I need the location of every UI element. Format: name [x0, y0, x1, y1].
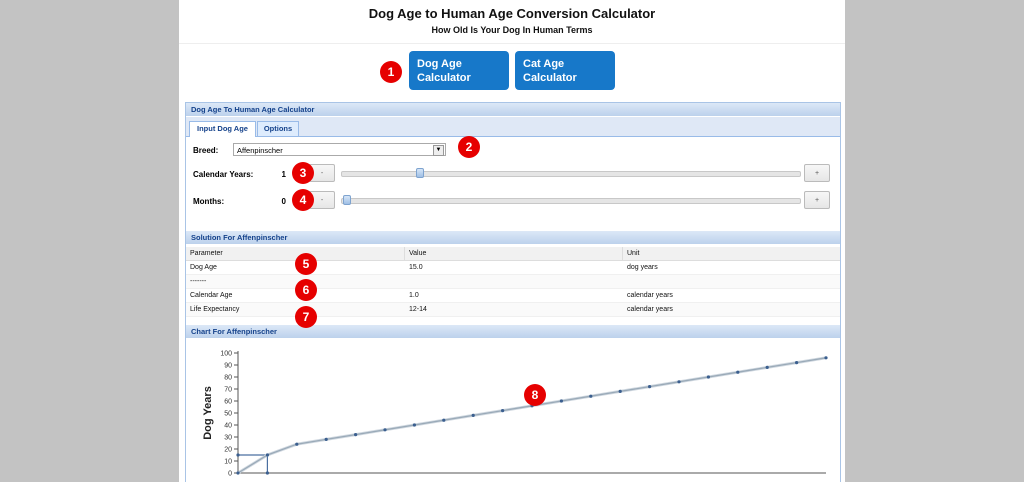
- data-point: [236, 471, 240, 475]
- data-point: [295, 442, 299, 446]
- cell-parameter: Life Expectancy: [190, 306, 240, 313]
- series-line-shadow: [237, 356, 827, 475]
- column-header-unit: Unit: [627, 250, 640, 257]
- solution-panel-header: Solution For Affenpinscher: [186, 231, 840, 244]
- cell-unit: dog years: [627, 264, 658, 271]
- breed-select-value: Affenpinscher: [237, 146, 283, 155]
- data-point: [471, 413, 475, 417]
- tab-options[interactable]: Options: [257, 121, 299, 136]
- table-row: Life Expectancy 12-14 calendar years: [186, 303, 840, 317]
- months-increment-button[interactable]: +: [804, 191, 830, 209]
- dog-age-calculator-button[interactable]: Dog Age Calculator: [409, 51, 509, 90]
- callout-badge-5: 5: [295, 253, 317, 275]
- y-tick-label: 30: [224, 435, 232, 442]
- data-point: [648, 385, 652, 389]
- y-tick-label: 40: [224, 423, 232, 430]
- header-divider: [179, 43, 845, 44]
- calendar-years-value: 1: [281, 170, 286, 179]
- months-slider-track[interactable]: [341, 195, 801, 205]
- data-point: [765, 365, 769, 369]
- solution-table-header: Parameter Value Unit: [186, 247, 840, 261]
- cell-unit: calendar years: [627, 306, 673, 313]
- data-point: [265, 453, 269, 457]
- data-point: [559, 399, 563, 403]
- y-tick-label: 0: [228, 471, 232, 478]
- chevron-down-icon[interactable]: ▼: [433, 145, 444, 156]
- years-slider-track[interactable]: [341, 168, 801, 178]
- calculator-panel: Dog Age To Human Age Calculator Input Do…: [185, 102, 841, 482]
- data-point: [618, 389, 622, 393]
- y-tick-label: 100: [220, 351, 232, 358]
- years-slider-thumb[interactable]: [416, 168, 424, 178]
- data-point: [736, 370, 740, 374]
- data-point: [442, 418, 446, 422]
- column-header-value: Value: [409, 250, 427, 257]
- months-slider-thumb[interactable]: [343, 195, 351, 205]
- y-tick-label: 80: [224, 375, 232, 382]
- table-row: Dog Age 15.0 dog years: [186, 261, 840, 275]
- years-increment-button[interactable]: +: [804, 164, 830, 182]
- months-value: 0: [281, 197, 286, 206]
- column-separator: [622, 247, 623, 260]
- callout-badge-1: 1: [380, 61, 402, 83]
- chart-panel-header: Chart For Affenpinscher: [186, 325, 840, 338]
- y-tick-label: 20: [224, 447, 232, 454]
- data-point: [706, 375, 711, 379]
- callout-badge-7: 7: [295, 306, 317, 328]
- column-header-parameter: Parameter: [190, 250, 223, 257]
- y-tick-label: 70: [224, 387, 232, 394]
- series-line: [237, 357, 827, 474]
- column-separator: [404, 247, 405, 260]
- page: Dog Age to Human Age Conversion Calculat…: [179, 0, 845, 482]
- table-row: Calendar Age 1.0 calendar years: [186, 289, 840, 303]
- callout-badge-6: 6: [295, 279, 317, 301]
- marker-point-axis: [236, 453, 240, 457]
- cell-parameter: Calendar Age: [190, 292, 233, 299]
- data-point: [795, 361, 799, 365]
- data-point: [412, 423, 416, 427]
- data-point: [324, 437, 328, 441]
- cell-value: 1.0: [409, 292, 419, 299]
- callout-badge-8: 8: [524, 384, 546, 406]
- cell-value: 15.0: [409, 264, 423, 271]
- breed-label: Breed:: [193, 146, 219, 155]
- years-decrement-button[interactable]: -: [309, 164, 335, 182]
- data-point: [589, 394, 593, 398]
- y-tick-label: 10: [224, 459, 232, 466]
- y-axis-label: Dog Years: [202, 386, 214, 440]
- breed-select[interactable]: Affenpinscher ▼: [233, 143, 446, 156]
- callout-badge-3: 3: [292, 162, 314, 184]
- tab-input-dog-age[interactable]: Input Dog Age: [189, 121, 256, 137]
- cat-age-calculator-button[interactable]: Cat Age Calculator: [515, 51, 615, 90]
- page-subtitle: How Old Is Your Dog In Human Terms: [431, 25, 593, 35]
- data-point: [354, 433, 358, 437]
- cell-parameter: -------: [190, 278, 207, 285]
- data-point: [677, 380, 681, 384]
- data-point: [501, 409, 505, 413]
- callout-badge-4: 4: [292, 189, 314, 211]
- cell-unit: calendar years: [627, 292, 673, 299]
- data-point: [824, 356, 828, 360]
- data-point: [383, 428, 387, 432]
- marker-point-base: [265, 471, 269, 475]
- y-tick-label: 90: [224, 363, 232, 370]
- page-title: Dog Age to Human Age Conversion Calculat…: [368, 6, 656, 21]
- dog-age-chart: 0 10 20 30 40 50 60 70 80 90 100 Dog Years: [202, 351, 828, 478]
- y-tick-label: 60: [224, 399, 232, 406]
- calendar-years-label: Calendar Years:: [193, 170, 254, 179]
- y-tick-label: 50: [224, 411, 232, 418]
- months-label: Months:: [193, 197, 225, 206]
- tab-bar: Input Dog Age Options: [186, 117, 840, 137]
- cell-value: 12-14: [409, 306, 427, 313]
- cell-parameter: Dog Age: [190, 264, 217, 271]
- calculator-panel-header: Dog Age To Human Age Calculator: [186, 103, 840, 116]
- callout-badge-2: 2: [458, 136, 480, 158]
- table-row: -------: [186, 275, 840, 289]
